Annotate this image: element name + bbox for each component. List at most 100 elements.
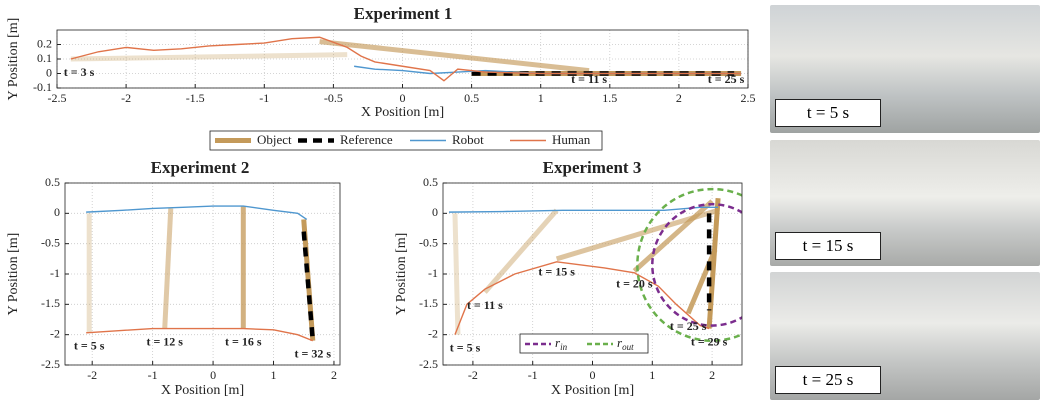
radius-circle [651, 203, 742, 327]
time-label: t = 11 s [571, 72, 607, 86]
photo: t = 5 s [770, 5, 1040, 133]
time-label: t = 11 s [467, 298, 503, 312]
y-tick-label: -2 [428, 326, 438, 340]
x-tick-label: 1 [538, 91, 544, 105]
x-tick-label: 2 [676, 91, 682, 105]
time-label: t = 32 s [295, 346, 332, 360]
trajectory [448, 206, 719, 213]
y-tick-label: 0 [46, 65, 52, 79]
y-tick-label: -1.5 [41, 296, 60, 310]
legend-label-sub: out [622, 342, 634, 352]
object-snapshot [319, 39, 590, 74]
legend-label: Object [257, 132, 292, 147]
axes-frame [56, 29, 749, 89]
photo-label: t = 15 s [775, 232, 881, 260]
x-tick-label: 0 [590, 368, 596, 382]
time-label: t = 25 s [708, 72, 745, 86]
time-label: t = 25 s [670, 319, 707, 333]
photo-label: t = 5 s [775, 99, 881, 127]
y-tick-label: -0.1 [33, 80, 52, 94]
time-label: t = 5 s [74, 339, 105, 353]
plot-layer [448, 187, 742, 342]
x-axis-label: X Position [m] [161, 383, 244, 398]
chart-title: Experiment 1 [354, 4, 453, 23]
y-tick-label: 0 [54, 205, 60, 219]
photo: t = 15 s [770, 140, 1040, 266]
object-snapshot [452, 213, 461, 335]
radius-circle [636, 187, 742, 342]
y-tick-label: -1 [50, 266, 60, 280]
x-tick-label: 2.5 [741, 91, 756, 105]
time-label: t = 16 s [225, 334, 262, 348]
y-tick-label: 0.2 [37, 36, 52, 50]
y-tick-label: -1.5 [419, 296, 438, 310]
y-tick-label: -2.5 [419, 357, 438, 371]
y-axis-label: Y Position [m] [6, 18, 21, 101]
x-tick-label: 1.5 [602, 91, 617, 105]
trajectory [86, 327, 314, 342]
x-tick-label: -2 [87, 368, 97, 382]
x-tick-label: -2 [121, 91, 131, 105]
y-axis-label: Y Position [m] [6, 233, 21, 316]
x-tick-label: 1 [271, 368, 277, 382]
axes-frame [64, 182, 341, 366]
reference-line [301, 231, 316, 341]
time-label: t = 3 s [64, 65, 95, 79]
object-snapshot [482, 208, 559, 294]
legend-label: rout [617, 335, 634, 352]
object-snapshot [706, 197, 721, 329]
object-snapshot [632, 199, 714, 273]
y-tick-label: -1 [428, 266, 438, 280]
legend-label: rin [555, 335, 568, 352]
y-axis-label: Y Position [m] [394, 233, 409, 316]
x-tick-label: -0.5 [324, 91, 343, 105]
plot-layer [70, 36, 742, 82]
x-tick-label: -2 [468, 368, 478, 382]
legend-label: Robot [452, 132, 484, 147]
y-tick-label: -0.5 [419, 235, 438, 249]
axes-frame [442, 182, 743, 366]
y-tick-label: 0.5 [423, 175, 438, 189]
object-snapshot [70, 52, 348, 62]
legend-label-main: r [555, 335, 561, 350]
legend-label-main: r [617, 335, 623, 350]
photo: t = 25 s [770, 272, 1040, 400]
time-label: t = 20 s [616, 277, 653, 291]
x-tick-label: -1 [259, 91, 269, 105]
y-tick-label: -2 [50, 326, 60, 340]
photo-label: t = 25 s [775, 366, 881, 394]
object-snapshot [162, 208, 174, 329]
y-tick-label: 0.5 [45, 175, 60, 189]
legend-label-sub: in [560, 342, 568, 352]
x-tick-label: -1.5 [186, 91, 205, 105]
time-label: t = 5 s [450, 340, 481, 354]
x-tick-label: -1 [528, 368, 538, 382]
trajectory [70, 36, 742, 82]
x-tick-label: -2.5 [48, 91, 67, 105]
x-tick-label: 2 [709, 368, 715, 382]
x-tick-label: 0 [210, 368, 216, 382]
x-tick-label: 2 [331, 368, 337, 382]
legend-label: Human [552, 132, 591, 147]
y-tick-label: -0.5 [41, 235, 60, 249]
time-label: t = 12 s [146, 334, 183, 348]
x-tick-label: 0 [400, 91, 406, 105]
object-snapshot [685, 248, 718, 315]
y-tick-label: 0.1 [37, 51, 52, 65]
x-tick-label: -1 [148, 368, 158, 382]
y-tick-label: -2.5 [41, 357, 60, 371]
x-axis-label: X Position [m] [551, 383, 634, 398]
y-tick-label: 0 [432, 205, 438, 219]
trajectory [86, 205, 308, 220]
time-label: t = 29 s [691, 334, 728, 348]
trajectory [454, 261, 710, 335]
legend-box [519, 333, 649, 354]
charts: -2.5 -2 -1.5 -1 -0.5 0 0.5 1 1.5 2 2.5-0.100.10.2t… [6, 4, 756, 398]
chart-title: Experiment 2 [151, 158, 250, 177]
plot-layer [86, 205, 316, 342]
plot-area [65, 183, 340, 365]
x-tick-label: 1 [649, 368, 655, 382]
chart-title: Experiment 3 [543, 158, 642, 177]
x-tick-label: 0.5 [464, 91, 479, 105]
